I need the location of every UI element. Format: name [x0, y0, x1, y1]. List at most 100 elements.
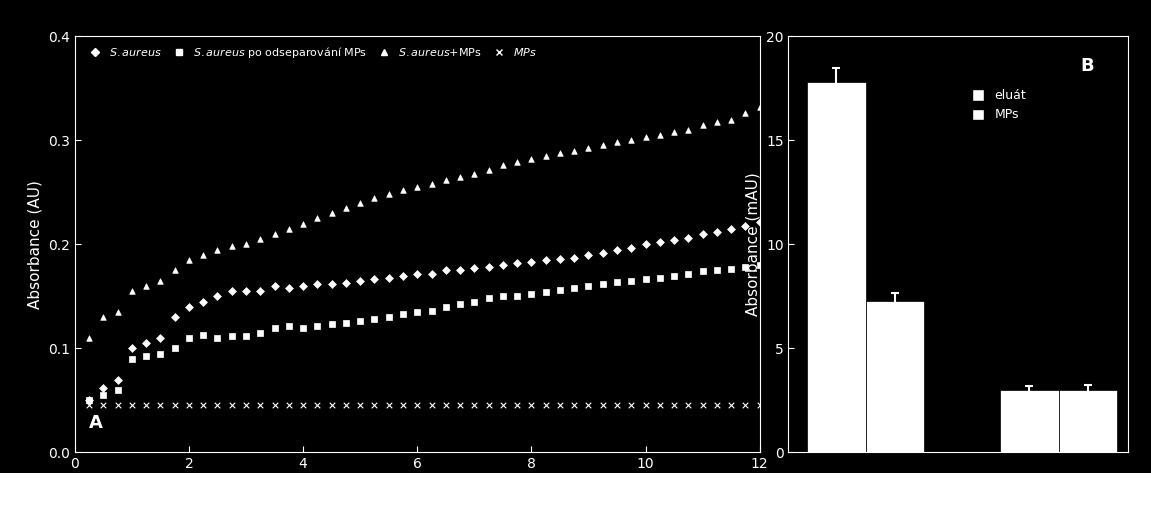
Point [536, 256, 555, 264]
Point [195, 297, 213, 306]
Point [266, 323, 284, 332]
Point [708, 228, 726, 236]
Point [465, 297, 483, 306]
Point [151, 334, 169, 342]
Point [494, 161, 512, 170]
Point [436, 303, 455, 311]
Point [195, 251, 213, 259]
Point [79, 396, 98, 405]
Point [565, 284, 584, 292]
Point [166, 344, 184, 353]
Point [222, 287, 241, 295]
Point [294, 219, 312, 228]
Point [422, 307, 441, 315]
Point [665, 236, 684, 244]
Point [351, 199, 369, 207]
Point [322, 209, 341, 217]
Point [608, 138, 626, 147]
Point [322, 400, 341, 409]
Point [137, 339, 155, 347]
Point [536, 288, 555, 296]
Point [579, 400, 597, 409]
Point [79, 334, 98, 342]
Point [436, 176, 455, 184]
Point [123, 355, 142, 363]
Point [508, 259, 526, 267]
Point [251, 235, 269, 243]
Point [308, 214, 327, 223]
Y-axis label: Absorbance (AU): Absorbance (AU) [28, 180, 43, 309]
Point [693, 400, 711, 409]
Point [151, 400, 169, 409]
Legend: eluát, MPs: eluát, MPs [967, 84, 1031, 126]
Point [407, 400, 426, 409]
Point [708, 118, 726, 126]
Point [622, 277, 640, 285]
Point [708, 266, 726, 275]
Point [180, 400, 198, 409]
Point [650, 238, 669, 246]
Point [280, 284, 298, 292]
Point [737, 263, 755, 271]
Point [222, 400, 241, 409]
Point [108, 375, 127, 384]
Y-axis label: Absorbance (mAU): Absorbance (mAU) [746, 173, 761, 316]
Point [322, 280, 341, 288]
Point [494, 400, 512, 409]
Point [79, 396, 98, 405]
Point [394, 310, 412, 318]
Point [550, 255, 569, 263]
Point [523, 290, 541, 298]
Point [494, 292, 512, 301]
Point [79, 400, 98, 409]
Point [108, 400, 127, 409]
Point [536, 152, 555, 160]
Point [523, 258, 541, 266]
Point [679, 126, 698, 134]
Point [594, 140, 612, 149]
Point [251, 287, 269, 295]
Point [280, 400, 298, 409]
Point [451, 266, 470, 275]
Point [737, 222, 755, 230]
Point [722, 115, 740, 124]
Bar [807, 82, 866, 452]
Point [195, 400, 213, 409]
Point [451, 400, 470, 409]
Point [180, 303, 198, 311]
Point [665, 271, 684, 280]
Point [479, 263, 497, 271]
Point [494, 261, 512, 269]
Point [637, 240, 655, 249]
Point [380, 190, 398, 199]
Point [251, 400, 269, 409]
Point [237, 332, 256, 340]
Point [195, 331, 213, 339]
Point [422, 269, 441, 278]
Point [679, 400, 698, 409]
Point [579, 144, 597, 152]
Bar [1059, 390, 1118, 452]
Point [123, 344, 142, 353]
Point [650, 274, 669, 282]
Point [479, 165, 497, 174]
Point [579, 282, 597, 290]
Point [750, 103, 769, 111]
Point [508, 158, 526, 166]
Point [465, 264, 483, 272]
Point [565, 254, 584, 262]
Point [208, 400, 227, 409]
Point [180, 256, 198, 264]
Point [266, 230, 284, 238]
Point [294, 323, 312, 332]
Point [550, 286, 569, 294]
Point [137, 282, 155, 290]
Point [722, 265, 740, 274]
Point [594, 400, 612, 409]
Bar [1000, 390, 1059, 452]
Point [479, 294, 497, 303]
Point [351, 277, 369, 285]
Point [266, 400, 284, 409]
Point [737, 400, 755, 409]
Point [365, 275, 383, 283]
